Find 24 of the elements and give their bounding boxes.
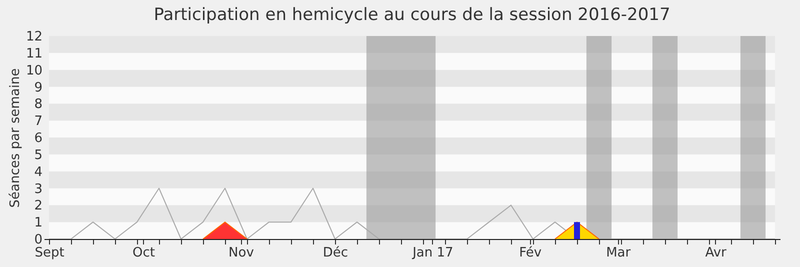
x-tick-label: Oct	[132, 246, 156, 260]
line-series	[48, 188, 776, 239]
x-tick-label: Avr	[705, 246, 728, 260]
chart-title: Participation en hemicycle au cours de la session 2016-2017	[154, 5, 670, 25]
y-tick-label: 3	[34, 182, 42, 197]
y-tick-label: 12	[26, 30, 42, 44]
y-tick-label: 7	[34, 114, 42, 130]
x-tick-label: Sept	[34, 246, 64, 260]
y-tick-label: 1	[34, 216, 42, 231]
y-tick-label: 9	[34, 80, 42, 96]
x-tick-label: Mar	[606, 246, 632, 260]
x-tick-label: Déc	[322, 246, 348, 260]
y-tick-label: 8	[34, 97, 42, 112]
y-tick-label: 5	[34, 148, 42, 163]
y-tick-label: 10	[26, 63, 42, 78]
y-tick-label: 2	[34, 198, 42, 214]
y-axis-title: Séances par semaine	[8, 68, 23, 208]
x-tick-label: Jan 17	[412, 246, 454, 260]
x-tick-label: Fév	[519, 246, 542, 260]
x-tick-label: Nov	[228, 246, 254, 260]
y-tick-label: 6	[34, 131, 42, 146]
y-tick-label: 4	[34, 164, 42, 180]
y-tick-label: 0	[34, 232, 42, 248]
y-tick-label: 11	[26, 46, 42, 62]
